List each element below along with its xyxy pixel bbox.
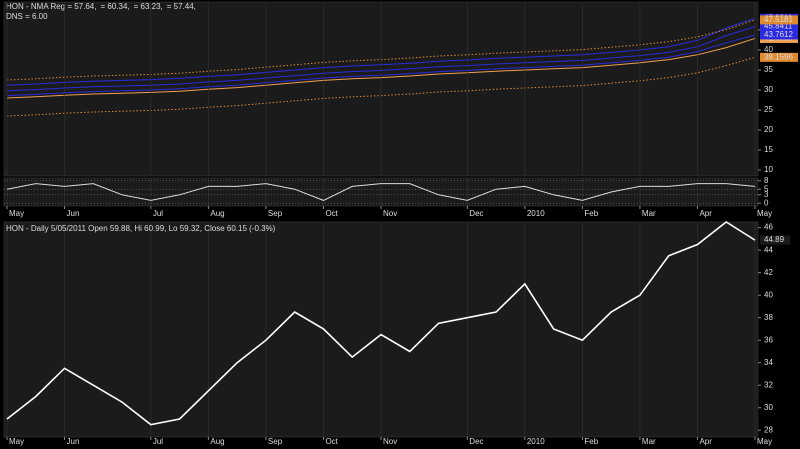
y-tick-label: 35 — [764, 65, 773, 74]
x-tick-label: May — [757, 209, 772, 218]
series-line — [6, 221, 756, 426]
y-tick-label: 8 — [764, 176, 769, 185]
price-tag-label: 45.8411 — [764, 22, 793, 31]
x-tick-label: Apr — [699, 437, 712, 446]
price-tag-label: 43.7612 — [764, 30, 793, 39]
series-line — [6, 183, 756, 201]
x-tick-label: Feb — [584, 437, 598, 446]
x-tick-label: 2010 — [527, 209, 545, 218]
panel-title: DNS = 6.00 — [6, 12, 48, 21]
legend-entry: = 63.23, — [134, 2, 163, 11]
x-tick-label: Dec — [469, 437, 483, 446]
legend-entry: = 60.34, — [100, 2, 129, 11]
x-tick-label: Mar — [642, 437, 656, 446]
price-tag-label: 47.5181 — [764, 15, 793, 24]
y-tick-label: 15 — [764, 145, 773, 154]
price-tag — [760, 22, 798, 32]
price-tag-label: 44.89 — [764, 235, 785, 244]
y-tick-label: 28 — [764, 425, 773, 434]
x-tick-label: Aug — [210, 437, 224, 446]
x-tick-label: Jun — [67, 437, 80, 446]
x-tick-label: Apr — [699, 209, 712, 218]
x-tick-label: Feb — [584, 209, 598, 218]
x-tick-label: Nov — [383, 437, 397, 446]
panel-title: HON - Daily 5/05/2011 Open 59.88, Hi 60.… — [6, 224, 276, 233]
y-tick-label: 32 — [764, 380, 773, 389]
y-tick-label: 5 — [764, 184, 769, 193]
legend-entry: HON - NMA Reg = 57.64, — [6, 2, 96, 11]
x-tick-label: Jun — [67, 209, 80, 218]
x-tick-label: May — [9, 437, 24, 446]
price-tag-label: 38.1596 — [764, 52, 793, 61]
x-tick-label: Jul — [153, 209, 163, 218]
y-tick-label: 42 — [764, 268, 773, 277]
y-tick-label: 44 — [764, 245, 773, 254]
x-tick-label: Oct — [325, 209, 338, 218]
y-tick-label: 38 — [764, 313, 773, 322]
x-tick-label: Oct — [325, 437, 338, 446]
y-tick-label: 25 — [764, 105, 773, 114]
y-tick-label: 30 — [764, 85, 773, 94]
y-tick-label: 30 — [764, 403, 773, 412]
y-tick-label: 36 — [764, 335, 773, 344]
x-tick-label: Jul — [153, 437, 163, 446]
price-tag — [760, 52, 798, 62]
price-tag — [760, 15, 798, 25]
x-tick-label: 2010 — [527, 437, 545, 446]
legend-entry: = 57.44, — [167, 2, 196, 11]
x-tick-label: Sep — [268, 209, 283, 218]
x-tick-label: May — [757, 437, 772, 446]
x-tick-label: Nov — [383, 209, 397, 218]
price-tag — [760, 30, 798, 40]
x-tick-label: Dec — [469, 209, 483, 218]
x-tick-label: Mar — [642, 209, 656, 218]
x-tick-label: May — [9, 209, 24, 218]
y-tick-label: 40 — [764, 45, 773, 54]
y-tick-label: 20 — [764, 125, 773, 134]
y-tick-label: 3 — [764, 190, 769, 199]
price-tag — [760, 235, 790, 245]
x-tick-label: Aug — [210, 209, 224, 218]
y-tick-label: 40 — [764, 290, 773, 299]
y-tick-label: 0 — [764, 198, 769, 207]
y-tick-label: 46 — [764, 223, 773, 232]
x-tick-label: Sep — [268, 437, 283, 446]
y-tick-label: 34 — [764, 358, 773, 367]
y-tick-label: 10 — [764, 165, 773, 174]
